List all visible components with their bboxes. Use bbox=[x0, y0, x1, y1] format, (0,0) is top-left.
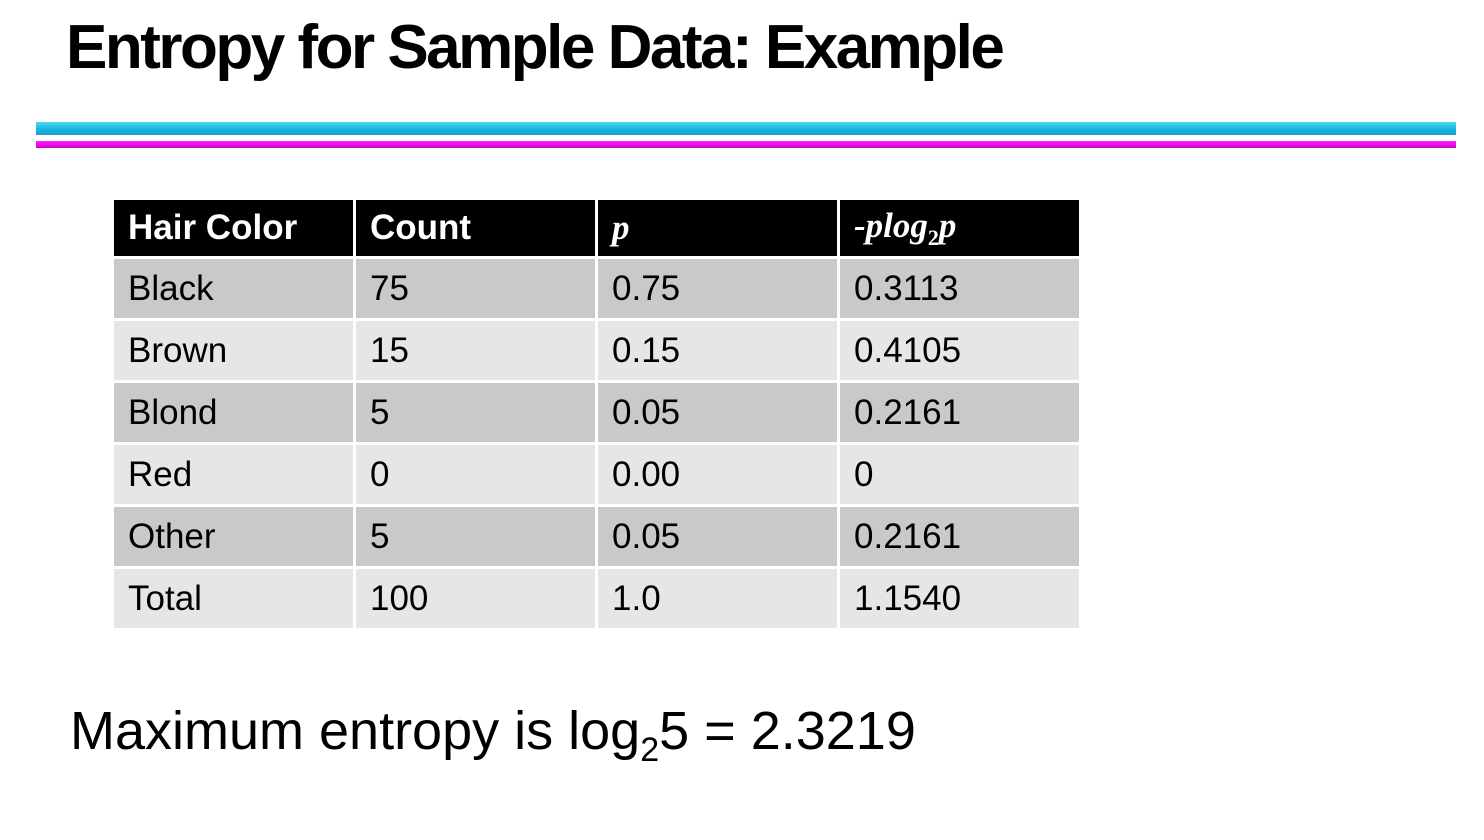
table-row: Black 75 0.75 0.3113 bbox=[111, 256, 1082, 321]
text-part: 5 = 2.3219 bbox=[659, 701, 916, 761]
column-header: p bbox=[595, 197, 840, 259]
table-row: Blond 5 0.05 0.2161 bbox=[111, 380, 1082, 445]
table-cell: 0.05 bbox=[595, 504, 840, 569]
title: Entropy for Sample Data: Example bbox=[66, 13, 1005, 82]
subscript: 2 bbox=[927, 224, 939, 250]
table-cell: 100 bbox=[353, 566, 598, 631]
header-row: Hair Color Count p -plog2p bbox=[111, 197, 1082, 259]
table-cell: Brown bbox=[111, 318, 356, 383]
table-cell: 0.4105 bbox=[837, 318, 1082, 383]
table-body: Black 75 0.75 0.3113 Brown 15 0.15 0.4105 Blond 5… bbox=[111, 256, 1082, 631]
table-cell: Black bbox=[111, 256, 356, 321]
entropy-table: Hair Color Count p -plog2p Black 75 0.75 0.311… bbox=[111, 197, 1082, 631]
divider-cyan bbox=[36, 122, 1456, 135]
table-row: Total 100 1.0 1.1540 bbox=[111, 566, 1082, 631]
subscript: 2 bbox=[640, 730, 660, 769]
table-cell: 5 bbox=[353, 504, 598, 569]
table-cell: 0.15 bbox=[595, 318, 840, 383]
table-cell: 0 bbox=[353, 442, 598, 507]
table-cell: 0.05 bbox=[595, 380, 840, 445]
column-header: Hair Color bbox=[111, 197, 356, 259]
footer-text: Maximum entropy is log25 = 2.3219 bbox=[70, 700, 916, 770]
text-part: p bbox=[938, 205, 957, 245]
table-row: Other 5 0.05 0.2161 bbox=[111, 504, 1082, 569]
table-cell: 5 bbox=[353, 380, 598, 445]
divider-magenta bbox=[36, 141, 1456, 148]
table-row: Red 0 0.00 0 bbox=[111, 442, 1082, 507]
table-row: Brown 15 0.15 0.4105 bbox=[111, 318, 1082, 383]
text-part: -plog bbox=[854, 205, 928, 245]
table-cell: 0 bbox=[837, 442, 1082, 507]
column-header: -plog2p bbox=[837, 197, 1082, 259]
table-cell: 0.00 bbox=[595, 442, 840, 507]
table-cell: 0.2161 bbox=[837, 504, 1082, 569]
table-cell: Other bbox=[111, 504, 356, 569]
table-cell: 1.0 bbox=[595, 566, 840, 631]
column-header: Count bbox=[353, 197, 598, 259]
table-cell: 0.2161 bbox=[837, 380, 1082, 445]
table-cell: Total bbox=[111, 566, 356, 631]
table-cell: 15 bbox=[353, 318, 598, 383]
table-cell: 1.1540 bbox=[837, 566, 1082, 631]
table-cell: 0.75 bbox=[595, 256, 840, 321]
table-cell: Red bbox=[111, 442, 356, 507]
table-cell: 0.3113 bbox=[837, 256, 1082, 321]
table-cell: Blond bbox=[111, 380, 356, 445]
text-part: Maximum entropy is log bbox=[70, 701, 641, 761]
table-cell: 75 bbox=[353, 256, 598, 321]
